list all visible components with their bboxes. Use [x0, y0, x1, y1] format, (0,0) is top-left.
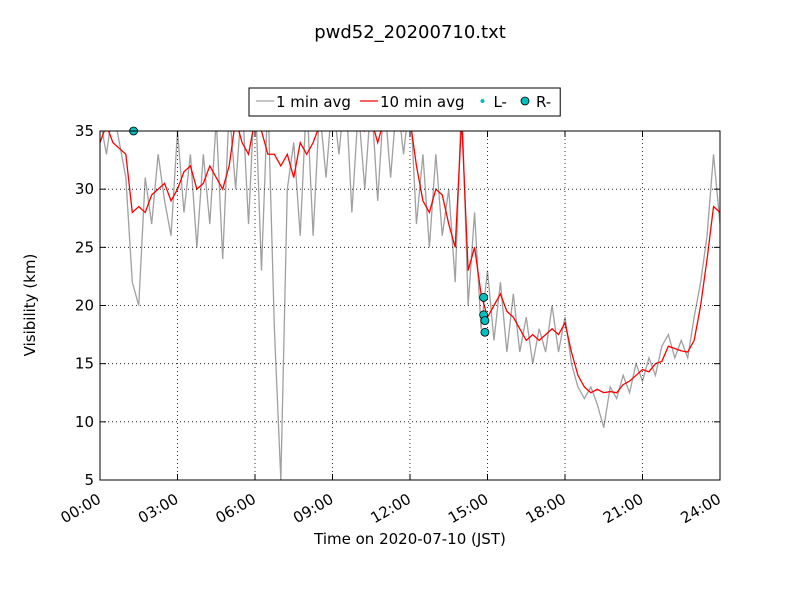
legend: 1 min avg 10 min avg L- R-: [248, 87, 561, 117]
x-axis-label: Time on 2020-07-10 (JST): [313, 530, 506, 548]
y-tick-label: 25: [75, 238, 94, 256]
marker: [480, 327, 490, 337]
series-line: [101, 131, 720, 480]
plot-frame: [99, 130, 721, 481]
marker: [479, 292, 489, 302]
legend-label: 10 min avg: [380, 93, 465, 111]
series-line: [100, 131, 720, 394]
marker: [480, 316, 490, 326]
y-axis-label: Visibility (km): [21, 254, 39, 357]
y-tick-label: 5: [84, 471, 94, 489]
legend-swatch: [480, 99, 485, 103]
y-tick-label: 20: [75, 297, 94, 315]
chart-title: pwd52_20200710.txt: [314, 22, 506, 43]
y-tick-label: 35: [75, 122, 94, 140]
y-tick-label: 15: [75, 355, 94, 373]
legend-box: [248, 87, 561, 117]
legend-label: L-: [493, 93, 507, 111]
y-tick-label: 10: [75, 413, 94, 431]
plot-area: [100, 131, 720, 480]
legend-swatch: [520, 96, 530, 106]
legend-label: 1 min avg: [276, 93, 351, 111]
y-tick-label: 30: [75, 180, 94, 198]
legend-label: R-: [536, 93, 551, 111]
